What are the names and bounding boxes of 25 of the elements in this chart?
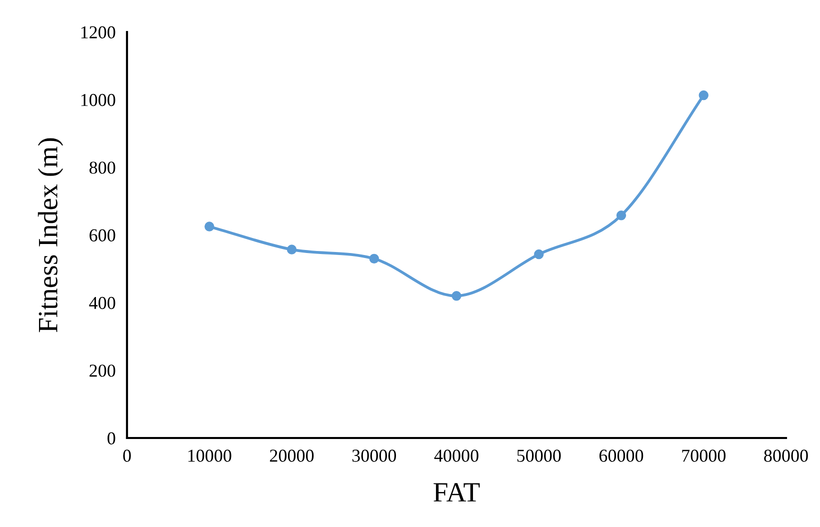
point: [369, 254, 379, 264]
y-tick-label: 200: [90, 364, 116, 377]
x-tick-label: 80000: [764, 450, 808, 462]
x-tick-label: 0: [123, 450, 131, 462]
point: [534, 249, 544, 260]
x-tick-label: 60000: [599, 450, 644, 462]
x-axis-title: FAT: [434, 483, 480, 502]
y-tick-label: 400: [89, 296, 116, 310]
y-tick-label: 0: [108, 432, 116, 444]
x-tick-label: 70000: [682, 450, 726, 462]
point: [616, 210, 626, 220]
x-tick-label: 40000: [434, 450, 478, 462]
point: [452, 291, 462, 301]
y-tick-label: 1000: [81, 94, 116, 106]
x-tick-label: 30000: [352, 450, 396, 462]
point: [286, 244, 297, 254]
point: [204, 222, 214, 232]
y-tick-label: 1200: [81, 26, 116, 38]
x-tick-label: 50000: [517, 450, 561, 462]
y-tick-label: 800: [89, 162, 116, 174]
x-tick-label: 20000: [270, 450, 314, 462]
point: [698, 90, 708, 100]
x-tick-label: 10000: [188, 450, 232, 462]
y-axis-title: Fitness Index (m): [38, 138, 64, 332]
y-tick-label: 600: [90, 229, 116, 242]
